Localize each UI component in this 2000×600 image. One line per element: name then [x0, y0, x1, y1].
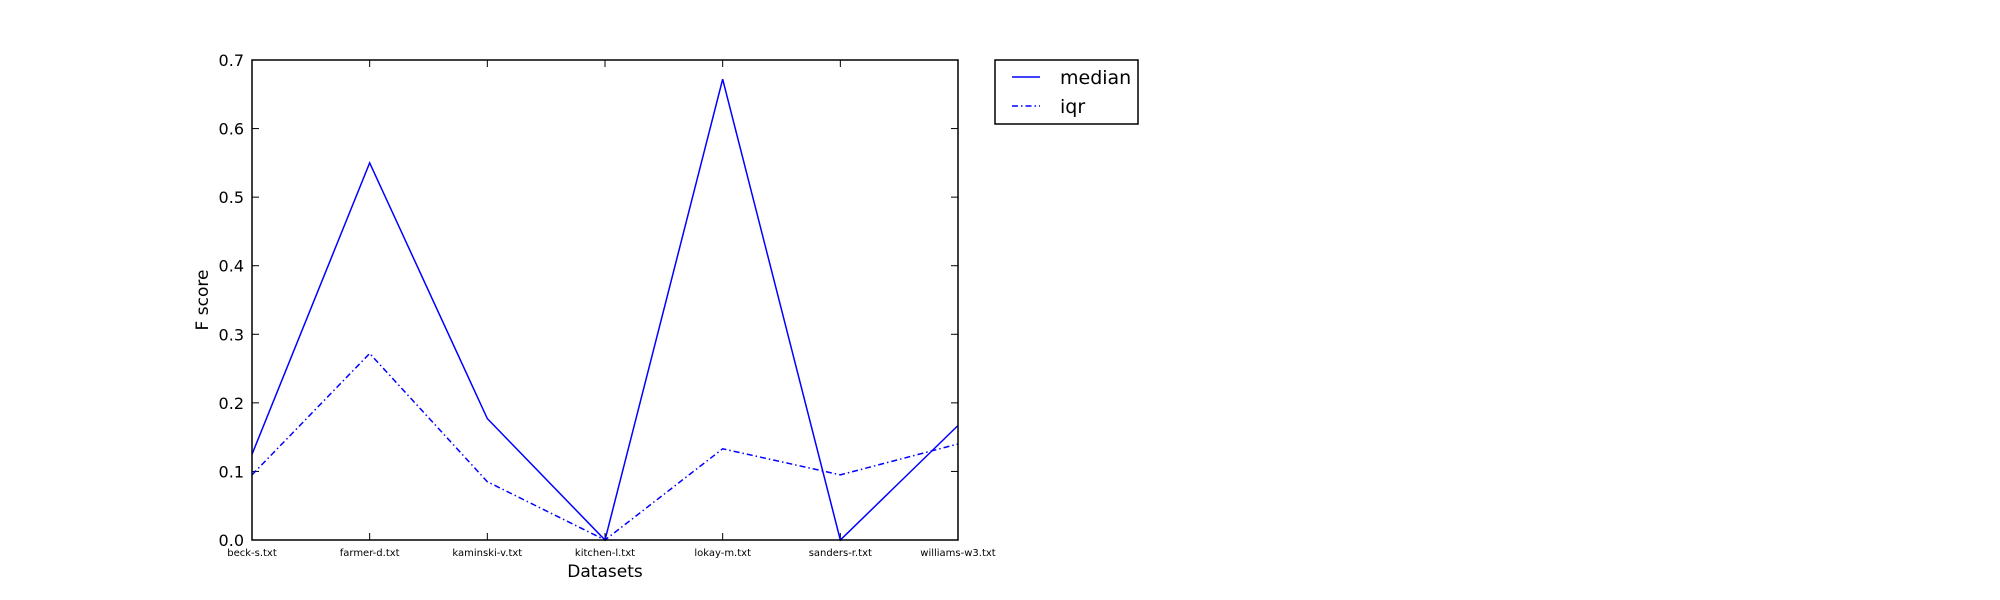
y-tick-label: 0.7 — [219, 51, 244, 70]
y-tick-label: 0.0 — [219, 531, 244, 550]
x-axis-label: Datasets — [567, 562, 643, 582]
y-axis-label: F score — [193, 270, 213, 331]
x-tick-label: kitchen-l.txt — [575, 548, 635, 559]
y-tick-label: 0.2 — [219, 394, 244, 413]
legend: median iqr — [994, 59, 1139, 125]
legend-label-median: median — [1060, 67, 1131, 89]
axes-frame — [251, 59, 959, 541]
y-tick-label: 0.1 — [219, 462, 244, 481]
x-tick-label: farmer-d.txt — [340, 548, 400, 559]
x-tick-label: kaminski-v.txt — [452, 548, 522, 559]
y-tick-label: 0.5 — [219, 188, 244, 207]
y-tick-label: 0.4 — [219, 257, 244, 276]
x-tick-label: beck-s.txt — [227, 548, 277, 559]
y-tick-label: 0.3 — [219, 325, 244, 344]
series-layer — [251, 79, 959, 542]
x-tick-label: williams-w3.txt — [920, 548, 996, 559]
y-axis: 0.0 0.1 0.2 0.3 0.4 0.5 0.6 0.7 — [219, 51, 958, 550]
y-tick-label: 0.6 — [219, 120, 244, 139]
legend-label-iqr: iqr — [1060, 96, 1085, 118]
legend-box — [994, 59, 1139, 125]
series-line-iqr — [251, 352, 959, 541]
x-tick-label: sanders-r.txt — [809, 548, 872, 559]
x-axis: beck-s.txt farmer-d.txt kaminski-v.txt kitc… — [227, 60, 996, 559]
x-tick-label: lokay-m.txt — [694, 548, 751, 559]
series-line-median — [251, 79, 959, 542]
